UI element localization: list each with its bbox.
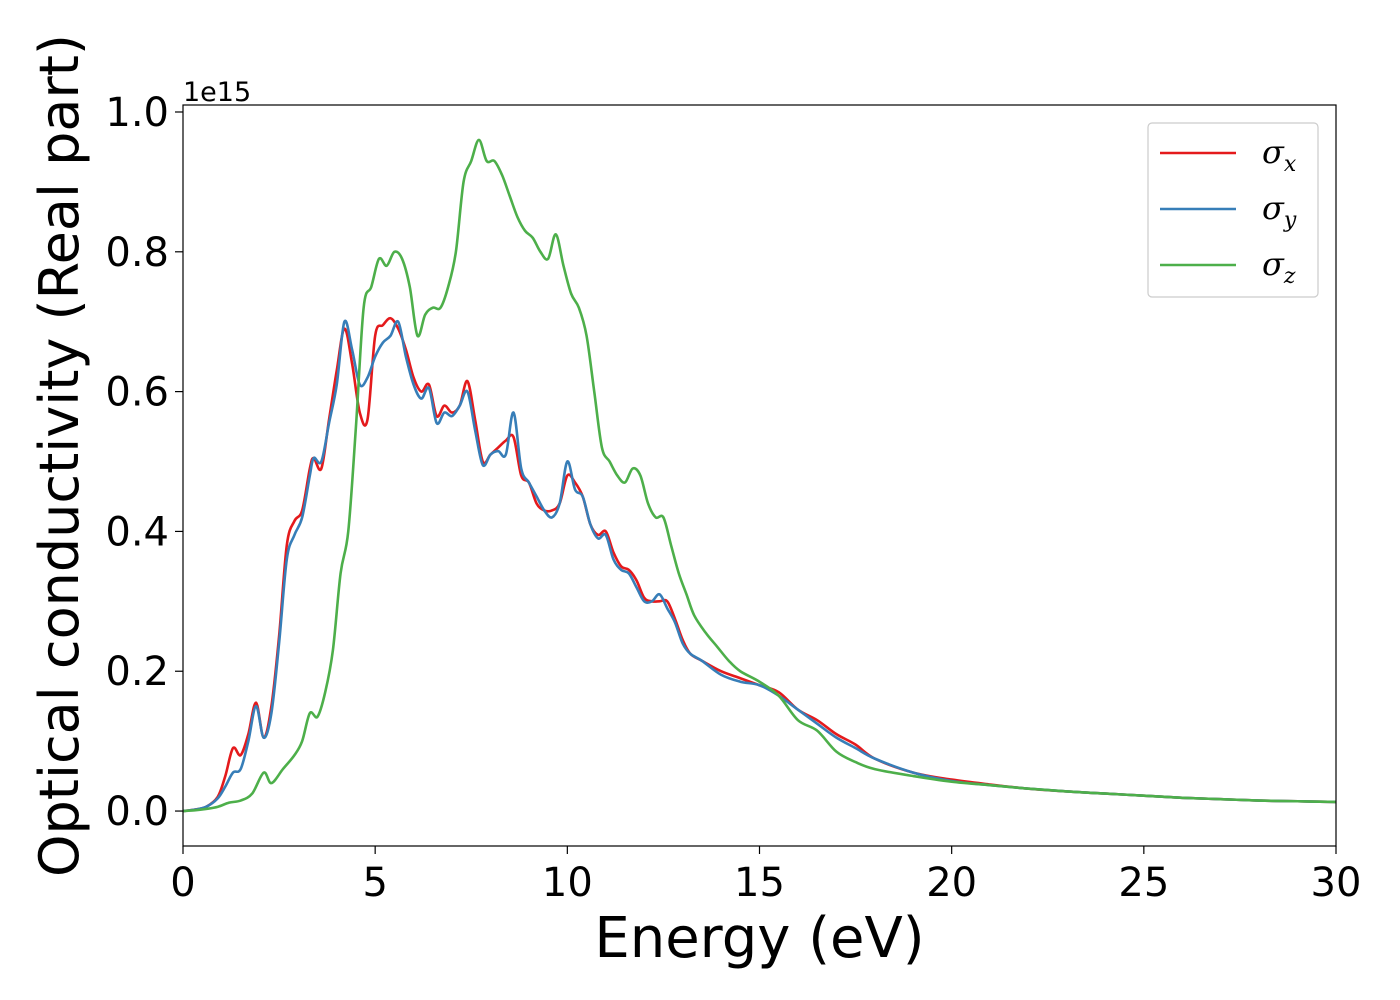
series-line-y xyxy=(183,319,1336,813)
x-tick-label: 10 xyxy=(542,860,593,906)
y-axis-ticks: 0.0 0.2 0.4 0.6 0.8 1.0 xyxy=(105,90,183,835)
y-tick-label: 0.6 xyxy=(105,370,169,416)
y-axis-label: Optical conductivity (Real part) xyxy=(28,34,91,877)
x-tick-label: 15 xyxy=(734,860,785,906)
series-layer xyxy=(183,138,1336,813)
y-tick-label: 0.8 xyxy=(105,230,169,276)
series-line-z xyxy=(183,138,1336,813)
x-axis-label: Energy (eV) xyxy=(594,906,924,971)
y-offset-label: 1e15 xyxy=(183,77,251,108)
legend-label-y: σy xyxy=(1262,189,1297,233)
y-tick-label: 1.0 xyxy=(105,90,169,136)
legend-label-z: σz xyxy=(1262,245,1296,289)
x-tick-label: 5 xyxy=(362,860,387,906)
x-tick-label: 20 xyxy=(926,860,977,906)
series-line-x xyxy=(183,316,1336,813)
legend: σx σy σz xyxy=(1147,122,1319,298)
x-tick-label: 0 xyxy=(170,860,195,906)
y-tick-label: 0.0 xyxy=(105,789,169,835)
x-axis-ticks: 0 5 10 15 20 25 30 xyxy=(170,846,1361,906)
x-tick-label: 25 xyxy=(1118,860,1169,906)
y-tick-label: 0.4 xyxy=(105,509,169,555)
y-tick-label: 0.2 xyxy=(105,649,169,695)
x-tick-label: 30 xyxy=(1311,860,1362,906)
legend-label-x: σx xyxy=(1262,133,1297,177)
